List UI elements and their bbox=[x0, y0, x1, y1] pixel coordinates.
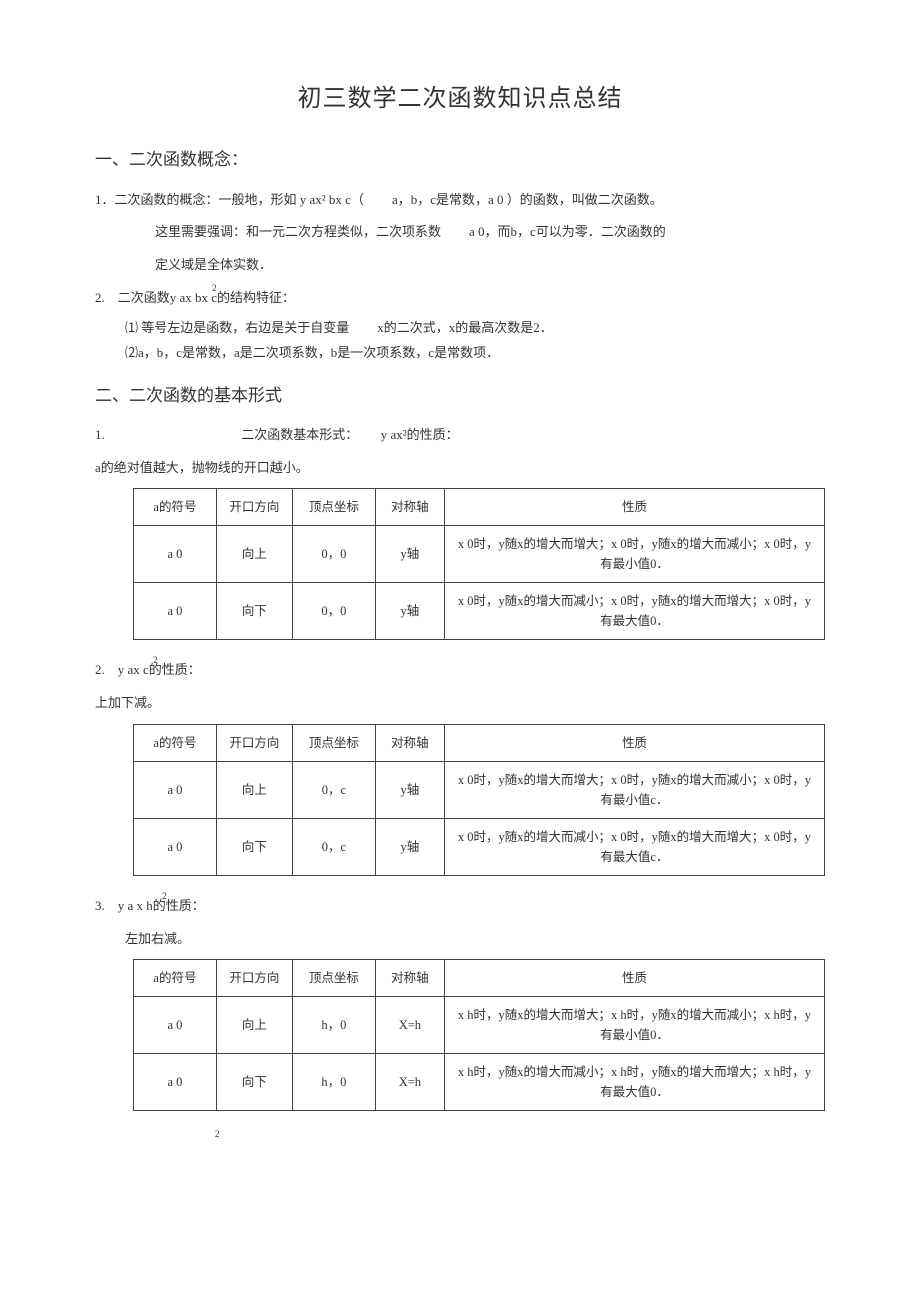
table-header: 对称轴 bbox=[375, 960, 444, 997]
section2-item3: 3. y a x h的性质：2 bbox=[95, 894, 825, 919]
table-cell: a 0 bbox=[134, 583, 217, 640]
table-row: a 0 向下 0，c y轴 x 0时，y随x的增大而减小；x 0时，y随x的增大… bbox=[134, 818, 825, 875]
table-cell: X=h bbox=[375, 1054, 444, 1111]
table-cell: y轴 bbox=[375, 761, 444, 818]
table-header: a的符号 bbox=[134, 724, 217, 761]
table-cell: 向上 bbox=[216, 526, 292, 583]
text-with-sup: 2. y ax c的性质：2 bbox=[95, 662, 201, 677]
text-fragment: 1. bbox=[95, 427, 105, 442]
table-cell: x h时，y随x的增大而增大；x h时，y随x的增大而减小；x h时，y有最小值… bbox=[444, 997, 824, 1054]
table-cell: 0，0 bbox=[292, 526, 375, 583]
table-row: a 0 向下 0，0 y轴 x 0时，y随x的增大而减小；x 0时，y随x的增大… bbox=[134, 583, 825, 640]
table-cell: a 0 bbox=[134, 997, 217, 1054]
table-cell: y轴 bbox=[375, 583, 444, 640]
section1-p2a: 这里需要强调：和一元二次方程类似，二次项系数 a 0，而b，c可以为零．二次函数的 bbox=[155, 220, 825, 245]
table3: a的符号 开口方向 顶点坐标 对称轴 性质 a 0 向上 h，0 X=h x h… bbox=[133, 959, 825, 1111]
table-cell: h，0 bbox=[292, 1054, 375, 1111]
table-cell: 向下 bbox=[216, 1054, 292, 1111]
section1-p2c: 定义域是全体实数． bbox=[155, 253, 825, 278]
table-header: a的符号 bbox=[134, 960, 217, 997]
table-cell: 向下 bbox=[216, 583, 292, 640]
table-row: a 0 向上 h，0 X=h x h时，y随x的增大而增大；x h时，y随x的增… bbox=[134, 997, 825, 1054]
text-fragment: 2. 二次函数y ax bx c的结构特征： bbox=[95, 290, 295, 305]
table-header: 对称轴 bbox=[375, 489, 444, 526]
table-cell: 0，c bbox=[292, 761, 375, 818]
table-cell: x 0时，y随x的增大而增大；x 0时，y随x的增大而减小；x 0时，y有最小值… bbox=[444, 526, 824, 583]
table-header: 性质 bbox=[444, 724, 824, 761]
table-row: a 0 向下 h，0 X=h x h时，y随x的增大而减小；x h时，y随x的增… bbox=[134, 1054, 825, 1111]
text-fragment: 1．二次函数的概念：一般地，形如 y ax² bx c（ bbox=[95, 192, 364, 207]
text-fragment: 二次函数基本形式： bbox=[241, 427, 358, 442]
text-fragment: 3. y a x h的性质： bbox=[95, 898, 205, 913]
table-header: 开口方向 bbox=[216, 960, 292, 997]
section2-item3-note: 左加右减。 bbox=[125, 927, 825, 952]
table-cell: a 0 bbox=[134, 761, 217, 818]
table-cell: y轴 bbox=[375, 526, 444, 583]
section1-p4: ⑴ 等号左边是函数，右边是关于自变量 x的二次式，x的最高次数是2． bbox=[125, 318, 825, 339]
footer-fragment: 2 bbox=[215, 1129, 825, 1150]
table-cell: a 0 bbox=[134, 526, 217, 583]
table-cell: x h时，y随x的增大而减小；x h时，y随x的增大而增大；x h时，y有最大值… bbox=[444, 1054, 824, 1111]
table-cell: h，0 bbox=[292, 997, 375, 1054]
table-cell: X=h bbox=[375, 997, 444, 1054]
table-header: 开口方向 bbox=[216, 724, 292, 761]
table-header: 对称轴 bbox=[375, 724, 444, 761]
table-cell: x 0时，y随x的增大而减小；x 0时，y随x的增大而增大；x 0时，y有最大值… bbox=[444, 583, 824, 640]
table-header: 顶点坐标 bbox=[292, 489, 375, 526]
table-header-row: a的符号 开口方向 顶点坐标 对称轴 性质 bbox=[134, 489, 825, 526]
text-fragment: a 0，而b，c可以为零．二次函数的 bbox=[469, 224, 666, 239]
section2-heading: 二、二次函数的基本形式 bbox=[95, 382, 825, 409]
table-cell: a 0 bbox=[134, 818, 217, 875]
table-cell: 向上 bbox=[216, 997, 292, 1054]
table2: a的符号 开口方向 顶点坐标 对称轴 性质 a 0 向上 0，c y轴 x 0时… bbox=[133, 724, 825, 876]
table-header-row: a的符号 开口方向 顶点坐标 对称轴 性质 bbox=[134, 960, 825, 997]
text-fragment: a，b，c是常数，a 0 ）的函数，叫做二次函数。 bbox=[392, 192, 663, 207]
text-fragment: 2 bbox=[215, 1129, 220, 1139]
table-cell: a 0 bbox=[134, 1054, 217, 1111]
table-row: a 0 向上 0，0 y轴 x 0时，y随x的增大而增大；x 0时，y随x的增大… bbox=[134, 526, 825, 583]
section2-item1: 1. 二次函数基本形式： y ax²的性质： bbox=[95, 423, 825, 448]
text-fragment: ⑴ 等号左边是函数，右边是关于自变量 bbox=[125, 320, 349, 335]
table-header: 顶点坐标 bbox=[292, 724, 375, 761]
table-cell: x 0时，y随x的增大而减小；x 0时，y随x的增大而增大；x 0时，y有最大值… bbox=[444, 818, 824, 875]
section2-item2-note: 上加下减。 bbox=[95, 691, 825, 716]
text-with-sup: 3. y a x h的性质：2 bbox=[95, 898, 205, 913]
table-header-row: a的符号 开口方向 顶点坐标 对称轴 性质 bbox=[134, 724, 825, 761]
table-header: 性质 bbox=[444, 960, 824, 997]
table-cell: y轴 bbox=[375, 818, 444, 875]
text-fragment: x的二次式，x的最高次数是2． bbox=[377, 320, 553, 335]
text-with-sup: 2. 二次函数y ax bx c的结构特征：2 bbox=[95, 290, 295, 305]
text-fragment: 这里需要强调：和一元二次方程类似，二次项系数 bbox=[155, 224, 441, 239]
table-cell: 向下 bbox=[216, 818, 292, 875]
table-header: 开口方向 bbox=[216, 489, 292, 526]
table-cell: 0，c bbox=[292, 818, 375, 875]
section1-p5: ⑵a，b，c是常数，a是二次项系数，b是一次项系数，c是常数项． bbox=[125, 343, 825, 364]
section1-heading: 一、二次函数概念： bbox=[95, 146, 825, 173]
table-cell: 向上 bbox=[216, 761, 292, 818]
section2-item2: 2. y ax c的性质：2 bbox=[95, 658, 825, 683]
table-row: a 0 向上 0，c y轴 x 0时，y随x的增大而增大；x 0时，y随x的增大… bbox=[134, 761, 825, 818]
text-fragment: y ax²的性质： bbox=[381, 427, 459, 442]
table1: a的符号 开口方向 顶点坐标 对称轴 性质 a 0 向上 0，0 y轴 x 0时… bbox=[133, 488, 825, 640]
table-cell: x 0时，y随x的增大而增大；x 0时，y随x的增大而减小；x 0时，y有最小值… bbox=[444, 761, 824, 818]
table-header: 顶点坐标 bbox=[292, 960, 375, 997]
page-title: 初三数学二次函数知识点总结 bbox=[95, 80, 825, 118]
table-header: 性质 bbox=[444, 489, 824, 526]
section1-p3: 2. 二次函数y ax bx c的结构特征：2 bbox=[95, 286, 825, 311]
table-header: a的符号 bbox=[134, 489, 217, 526]
table-cell: 0，0 bbox=[292, 583, 375, 640]
section2-item1-note: a的绝对值越大，抛物线的开口越小。 bbox=[95, 456, 825, 481]
section1-p1: 1．二次函数的概念：一般地，形如 y ax² bx c（ a，b，c是常数，a 0… bbox=[95, 188, 825, 213]
text-fragment: 2. y ax c的性质： bbox=[95, 662, 201, 677]
